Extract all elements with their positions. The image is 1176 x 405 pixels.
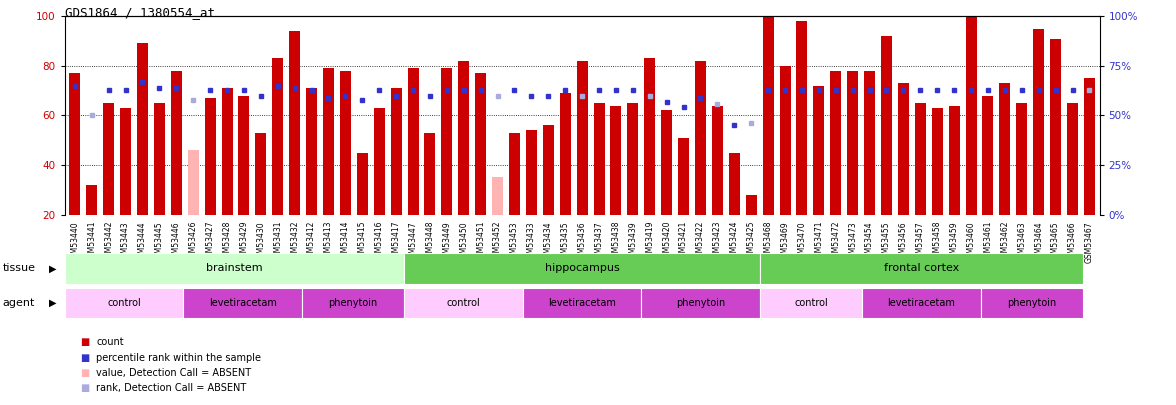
Bar [289, 31, 300, 215]
Text: ▶: ▶ [49, 263, 56, 273]
Text: control: control [794, 298, 828, 308]
Bar [898, 83, 909, 215]
Bar [136, 43, 148, 215]
Bar [949, 106, 960, 215]
Bar [171, 71, 182, 215]
Bar [205, 98, 215, 215]
Bar [221, 88, 233, 215]
Bar [69, 73, 80, 215]
Text: ■: ■ [80, 368, 89, 378]
Bar [1050, 38, 1061, 215]
Text: rank, Detection Call = ABSENT: rank, Detection Call = ABSENT [96, 384, 247, 393]
Bar [323, 68, 334, 215]
Bar [120, 108, 131, 215]
Bar [830, 71, 841, 215]
Bar [459, 61, 469, 215]
Text: hippocampus: hippocampus [544, 263, 620, 273]
Text: ■: ■ [80, 384, 89, 393]
Text: agent: agent [2, 298, 35, 308]
Bar [644, 58, 655, 215]
Text: value, Detection Call = ABSENT: value, Detection Call = ABSENT [96, 368, 252, 378]
Bar [255, 133, 266, 215]
Bar [965, 11, 976, 215]
Bar [408, 68, 419, 215]
Text: ▶: ▶ [49, 298, 56, 308]
Bar [543, 125, 554, 215]
Bar [374, 108, 385, 215]
Bar [306, 88, 318, 215]
Bar [862, 288, 981, 318]
Bar [610, 106, 621, 215]
Bar [509, 133, 520, 215]
Bar [981, 288, 1083, 318]
Bar [239, 96, 249, 215]
Bar [760, 253, 1083, 284]
Text: levetiracetam: levetiracetam [209, 298, 276, 308]
Bar [881, 36, 891, 215]
Bar [492, 177, 503, 215]
Bar [154, 103, 165, 215]
Bar [679, 138, 689, 215]
Text: control: control [447, 298, 480, 308]
Bar [915, 103, 926, 215]
Bar [594, 103, 604, 215]
Bar [661, 111, 673, 215]
Text: phenytoin: phenytoin [328, 298, 377, 308]
Bar [302, 288, 405, 318]
Bar [1084, 78, 1095, 215]
Text: levetiracetam: levetiracetam [548, 298, 616, 308]
Bar [340, 71, 350, 215]
Bar [1016, 103, 1028, 215]
Text: control: control [107, 298, 141, 308]
Bar [576, 61, 588, 215]
Bar [188, 150, 199, 215]
Bar [847, 71, 858, 215]
Text: frontal cortex: frontal cortex [884, 263, 960, 273]
Bar [931, 108, 943, 215]
Text: GDS1864 / 1380554_at: GDS1864 / 1380554_at [65, 6, 215, 19]
Bar [864, 71, 875, 215]
Bar [814, 86, 824, 215]
Bar [711, 106, 723, 215]
Bar [475, 73, 486, 215]
Text: phenytoin: phenytoin [1007, 298, 1056, 308]
Bar [560, 93, 570, 215]
Bar [441, 68, 453, 215]
Bar [86, 185, 98, 215]
Bar [982, 96, 994, 215]
Bar [273, 58, 283, 215]
Text: ■: ■ [80, 337, 89, 347]
Bar [523, 288, 641, 318]
Bar [65, 288, 183, 318]
Bar [1034, 29, 1044, 215]
Bar [390, 88, 402, 215]
Bar [1000, 83, 1010, 215]
Bar [183, 288, 302, 318]
Text: brainstem: brainstem [206, 263, 262, 273]
Bar [405, 288, 523, 318]
Text: phenytoin: phenytoin [676, 298, 726, 308]
Bar [405, 253, 760, 284]
Text: percentile rank within the sample: percentile rank within the sample [96, 353, 261, 362]
Bar [729, 153, 740, 215]
Bar [760, 288, 862, 318]
Bar [627, 103, 639, 215]
Bar [425, 133, 435, 215]
Bar [746, 195, 756, 215]
Bar [65, 253, 405, 284]
Bar [796, 21, 808, 215]
Text: count: count [96, 337, 123, 347]
Bar [762, 4, 774, 215]
Bar [356, 153, 368, 215]
Bar [103, 103, 114, 215]
Bar [780, 66, 790, 215]
Bar [695, 61, 706, 215]
Bar [641, 288, 760, 318]
Text: ■: ■ [80, 353, 89, 362]
Text: tissue: tissue [2, 263, 35, 273]
Text: levetiracetam: levetiracetam [888, 298, 955, 308]
Bar [526, 130, 537, 215]
Bar [1067, 103, 1078, 215]
